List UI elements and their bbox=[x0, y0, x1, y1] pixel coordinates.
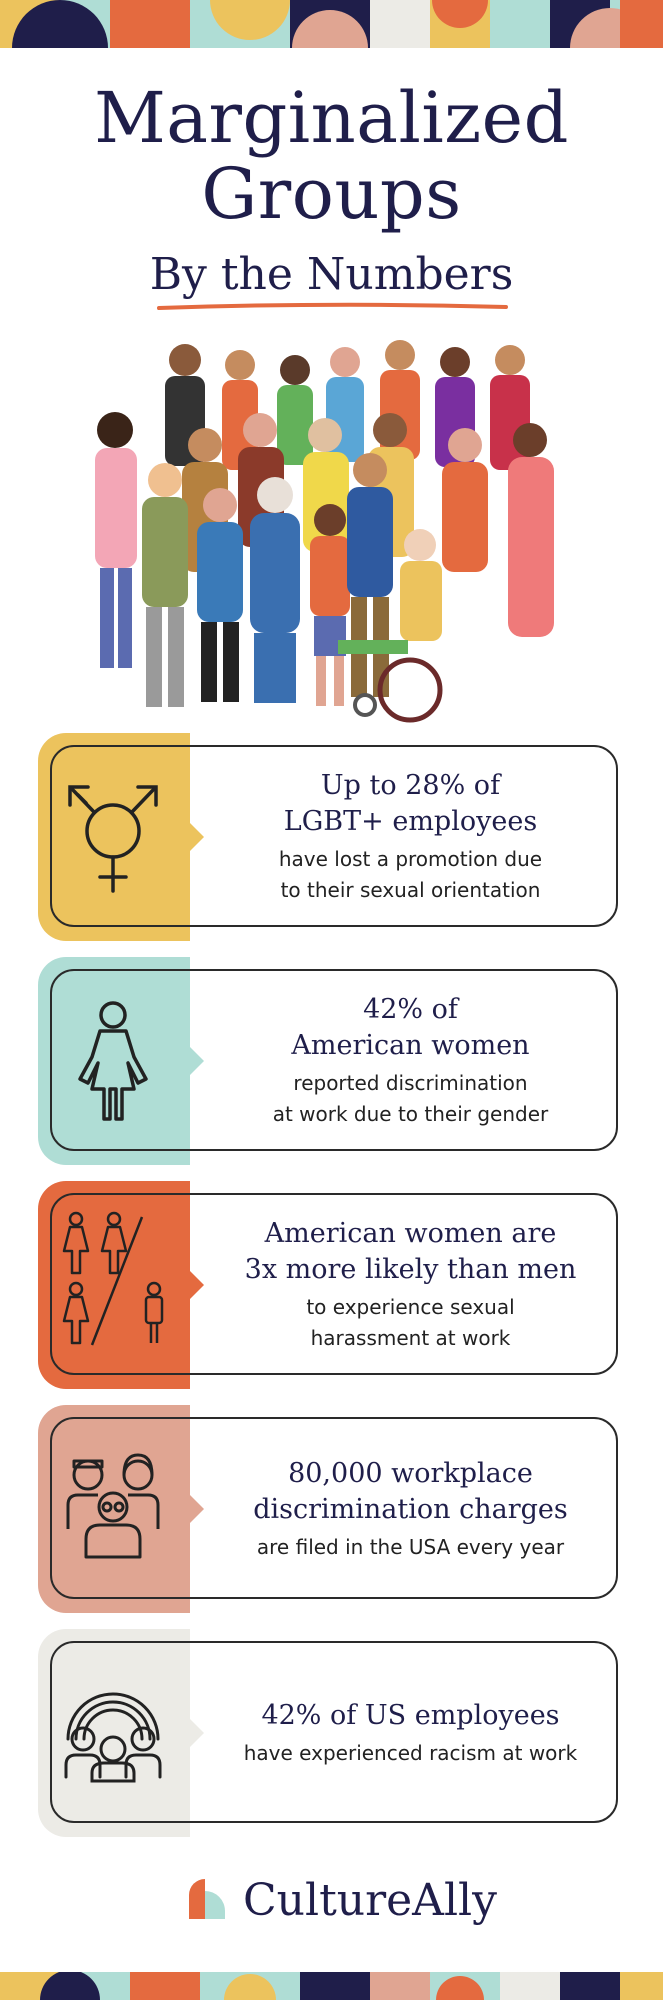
logo-wordmark: CultureAlly bbox=[243, 1874, 497, 1926]
page-title: Marginalized Groups bbox=[94, 77, 569, 235]
stat-card-border bbox=[50, 969, 618, 1151]
stat-detail: are filed in the USA every year bbox=[256, 1534, 565, 1559]
page-subtitle: By the Numbers bbox=[149, 249, 514, 300]
bottom-pattern-band bbox=[0, 1972, 663, 2000]
subtitle-underline bbox=[157, 302, 508, 310]
culture-ally-logo: CultureAlly bbox=[185, 1870, 497, 1930]
stat-headline: American women are 3x more likely than m… bbox=[244, 1218, 577, 1285]
stat-detail: reported discrimination at work due to t… bbox=[272, 1071, 549, 1126]
culture-ally-logo-mark-icon bbox=[189, 1879, 225, 1919]
stat-card-harassment: American women are 3x more likely than m… bbox=[38, 1181, 623, 1389]
stat-card-discrimination-charges: 80,000 workplace discrimination charges … bbox=[38, 1405, 623, 1613]
stat-detail: have experienced racism at work bbox=[243, 1740, 578, 1765]
stat-card-lgbt: Up to 28% of LGBT+ employees have lost a… bbox=[38, 733, 623, 941]
stat-card-racism: 42% of US employees have experienced rac… bbox=[38, 1629, 623, 1837]
stat-card-border bbox=[50, 745, 618, 927]
stat-detail: to experience sexual harassment at work bbox=[306, 1295, 515, 1350]
stat-card-border bbox=[50, 1641, 618, 1823]
woman-icon bbox=[78, 1001, 148, 1121]
top-pattern-band bbox=[0, 0, 663, 48]
rainbow-people-icon bbox=[64, 1692, 162, 1783]
stat-headline: Up to 28% of LGBT+ employees bbox=[283, 770, 538, 837]
three-women-vs-one-man-icon bbox=[62, 1211, 164, 1346]
stat-card-women: 42% of American women reported discrimin… bbox=[38, 957, 623, 1165]
stat-headline: 80,000 workplace discrimination charges bbox=[253, 1457, 568, 1525]
transgender-symbol-icon bbox=[68, 785, 158, 893]
stat-detail: have lost a promotion due to their sexua… bbox=[278, 847, 543, 902]
stat-headline: 42% of US employees bbox=[261, 1699, 560, 1731]
stat-card-border bbox=[50, 1193, 618, 1375]
stat-card-border bbox=[50, 1417, 618, 1599]
diverse-group-icon bbox=[66, 1453, 160, 1559]
stat-headline: 42% of American women bbox=[291, 994, 530, 1061]
diverse-crowd-illustration bbox=[95, 340, 554, 723]
